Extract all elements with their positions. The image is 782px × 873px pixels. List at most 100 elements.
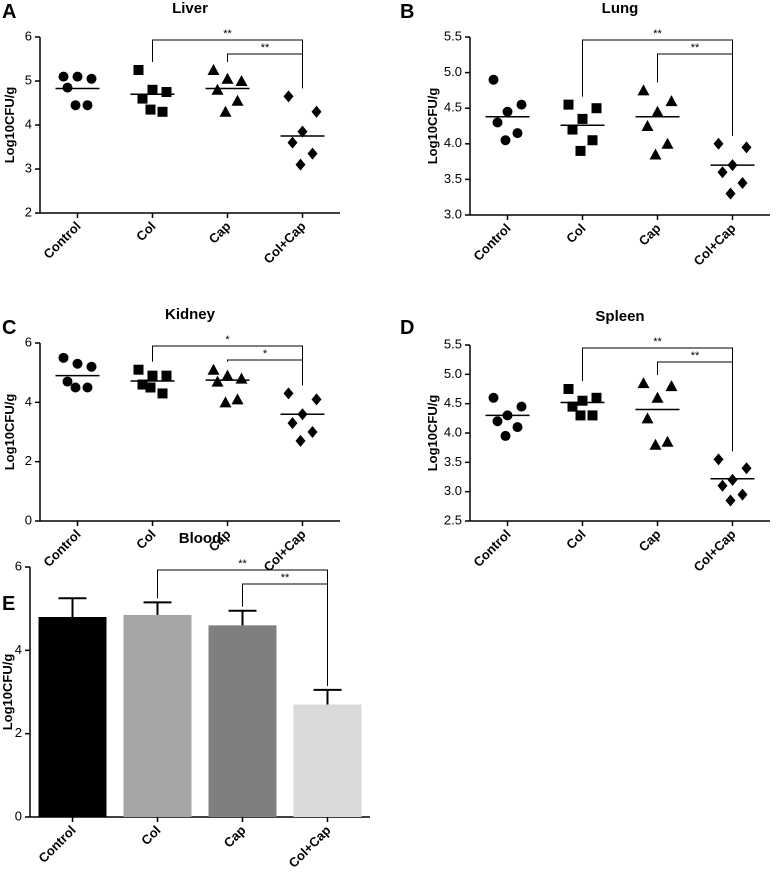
point [563,99,574,110]
x-tick-label: Control [35,823,78,866]
point [512,128,523,139]
x-tick-label: Control [40,527,83,570]
x-tick-label: Control [470,221,513,264]
point [500,430,511,441]
point [587,410,598,421]
point [713,453,724,466]
x-tick-label: Cap [636,220,664,248]
point [563,384,574,394]
point [737,176,748,189]
point [577,395,588,406]
significance-bracket [657,53,733,136]
significance-label: ** [238,558,247,570]
chart-title: Blood [179,530,222,547]
significance-label: * [263,348,268,360]
point [219,396,232,408]
x-tick-label: Control [40,219,83,262]
point [307,426,318,438]
significance-label: ** [281,572,290,584]
point [219,105,232,117]
y-tick-label: 5.5 [444,28,462,43]
y-tick-label: 0 [25,512,32,527]
x-tick-label: Col+Cap [690,526,738,574]
point [82,382,93,393]
point [661,435,674,447]
significance-label: ** [223,28,232,40]
point [311,393,322,406]
point [713,137,724,150]
significance-label: ** [653,336,662,348]
point [649,148,662,160]
point [311,105,322,118]
point [591,392,602,403]
panel-letter: A [2,1,16,23]
x-tick-label: Control [470,527,513,570]
y-axis-label: Log10CFU/g [425,395,440,472]
point [207,363,220,375]
point [665,95,678,107]
panel-letter: E [2,593,15,615]
point [147,84,158,95]
point [287,417,298,430]
point [235,75,248,86]
significance-label: ** [691,350,700,362]
y-axis-label: Log10CFU/g [0,654,15,731]
y-tick-label: 2 [25,453,32,468]
chart-title: Liver [172,0,208,17]
point [717,166,728,179]
point [741,141,752,154]
y-tick-label: 2.5 [444,512,462,527]
point [492,416,503,427]
bar [38,617,107,817]
point [133,65,144,75]
point [297,125,308,138]
point [157,388,168,399]
y-tick-label: 3 [25,160,32,175]
panel-letter: B [400,1,414,23]
chart-title: Lung [602,0,639,17]
y-axis-label: Log10CFU/g [2,394,17,471]
y-tick-label: 4 [15,642,22,657]
y-tick-label: 4.5 [444,100,462,115]
point [649,438,662,450]
significance-bracket [242,583,328,686]
point [147,370,158,381]
point [231,94,244,106]
point [211,375,224,387]
point [145,104,156,115]
y-tick-label: 6 [25,334,32,349]
point [137,379,148,390]
point [58,352,69,363]
point [295,158,306,171]
y-tick-label: 3.5 [444,454,462,469]
x-tick-label: Col+Cap [690,220,738,268]
y-tick-label: 6 [15,558,22,573]
point [488,74,499,85]
point [661,137,674,149]
point [641,120,654,131]
y-tick-label: 4 [25,116,32,131]
point [137,93,148,104]
point [58,71,69,82]
point [637,84,650,96]
x-tick-label: Col+Cap [260,218,308,266]
significance-label: * [225,334,230,346]
point [492,117,503,128]
point [502,106,513,117]
chart-title: Spleen [595,308,644,325]
panel-letter: C [2,317,16,339]
significance-label: ** [691,42,700,54]
point [641,412,654,424]
point [717,479,728,492]
point [295,434,306,447]
y-tick-label: 4.0 [444,424,462,439]
point [651,391,664,403]
point [488,392,499,403]
y-tick-label: 3.0 [444,483,462,498]
x-tick-label: Col [133,219,158,244]
y-tick-label: 2 [15,725,22,740]
y-axis-label: Log10CFU/g [2,87,17,164]
y-tick-label: 0 [15,808,22,823]
point [86,361,97,372]
significance-label: ** [261,42,270,54]
